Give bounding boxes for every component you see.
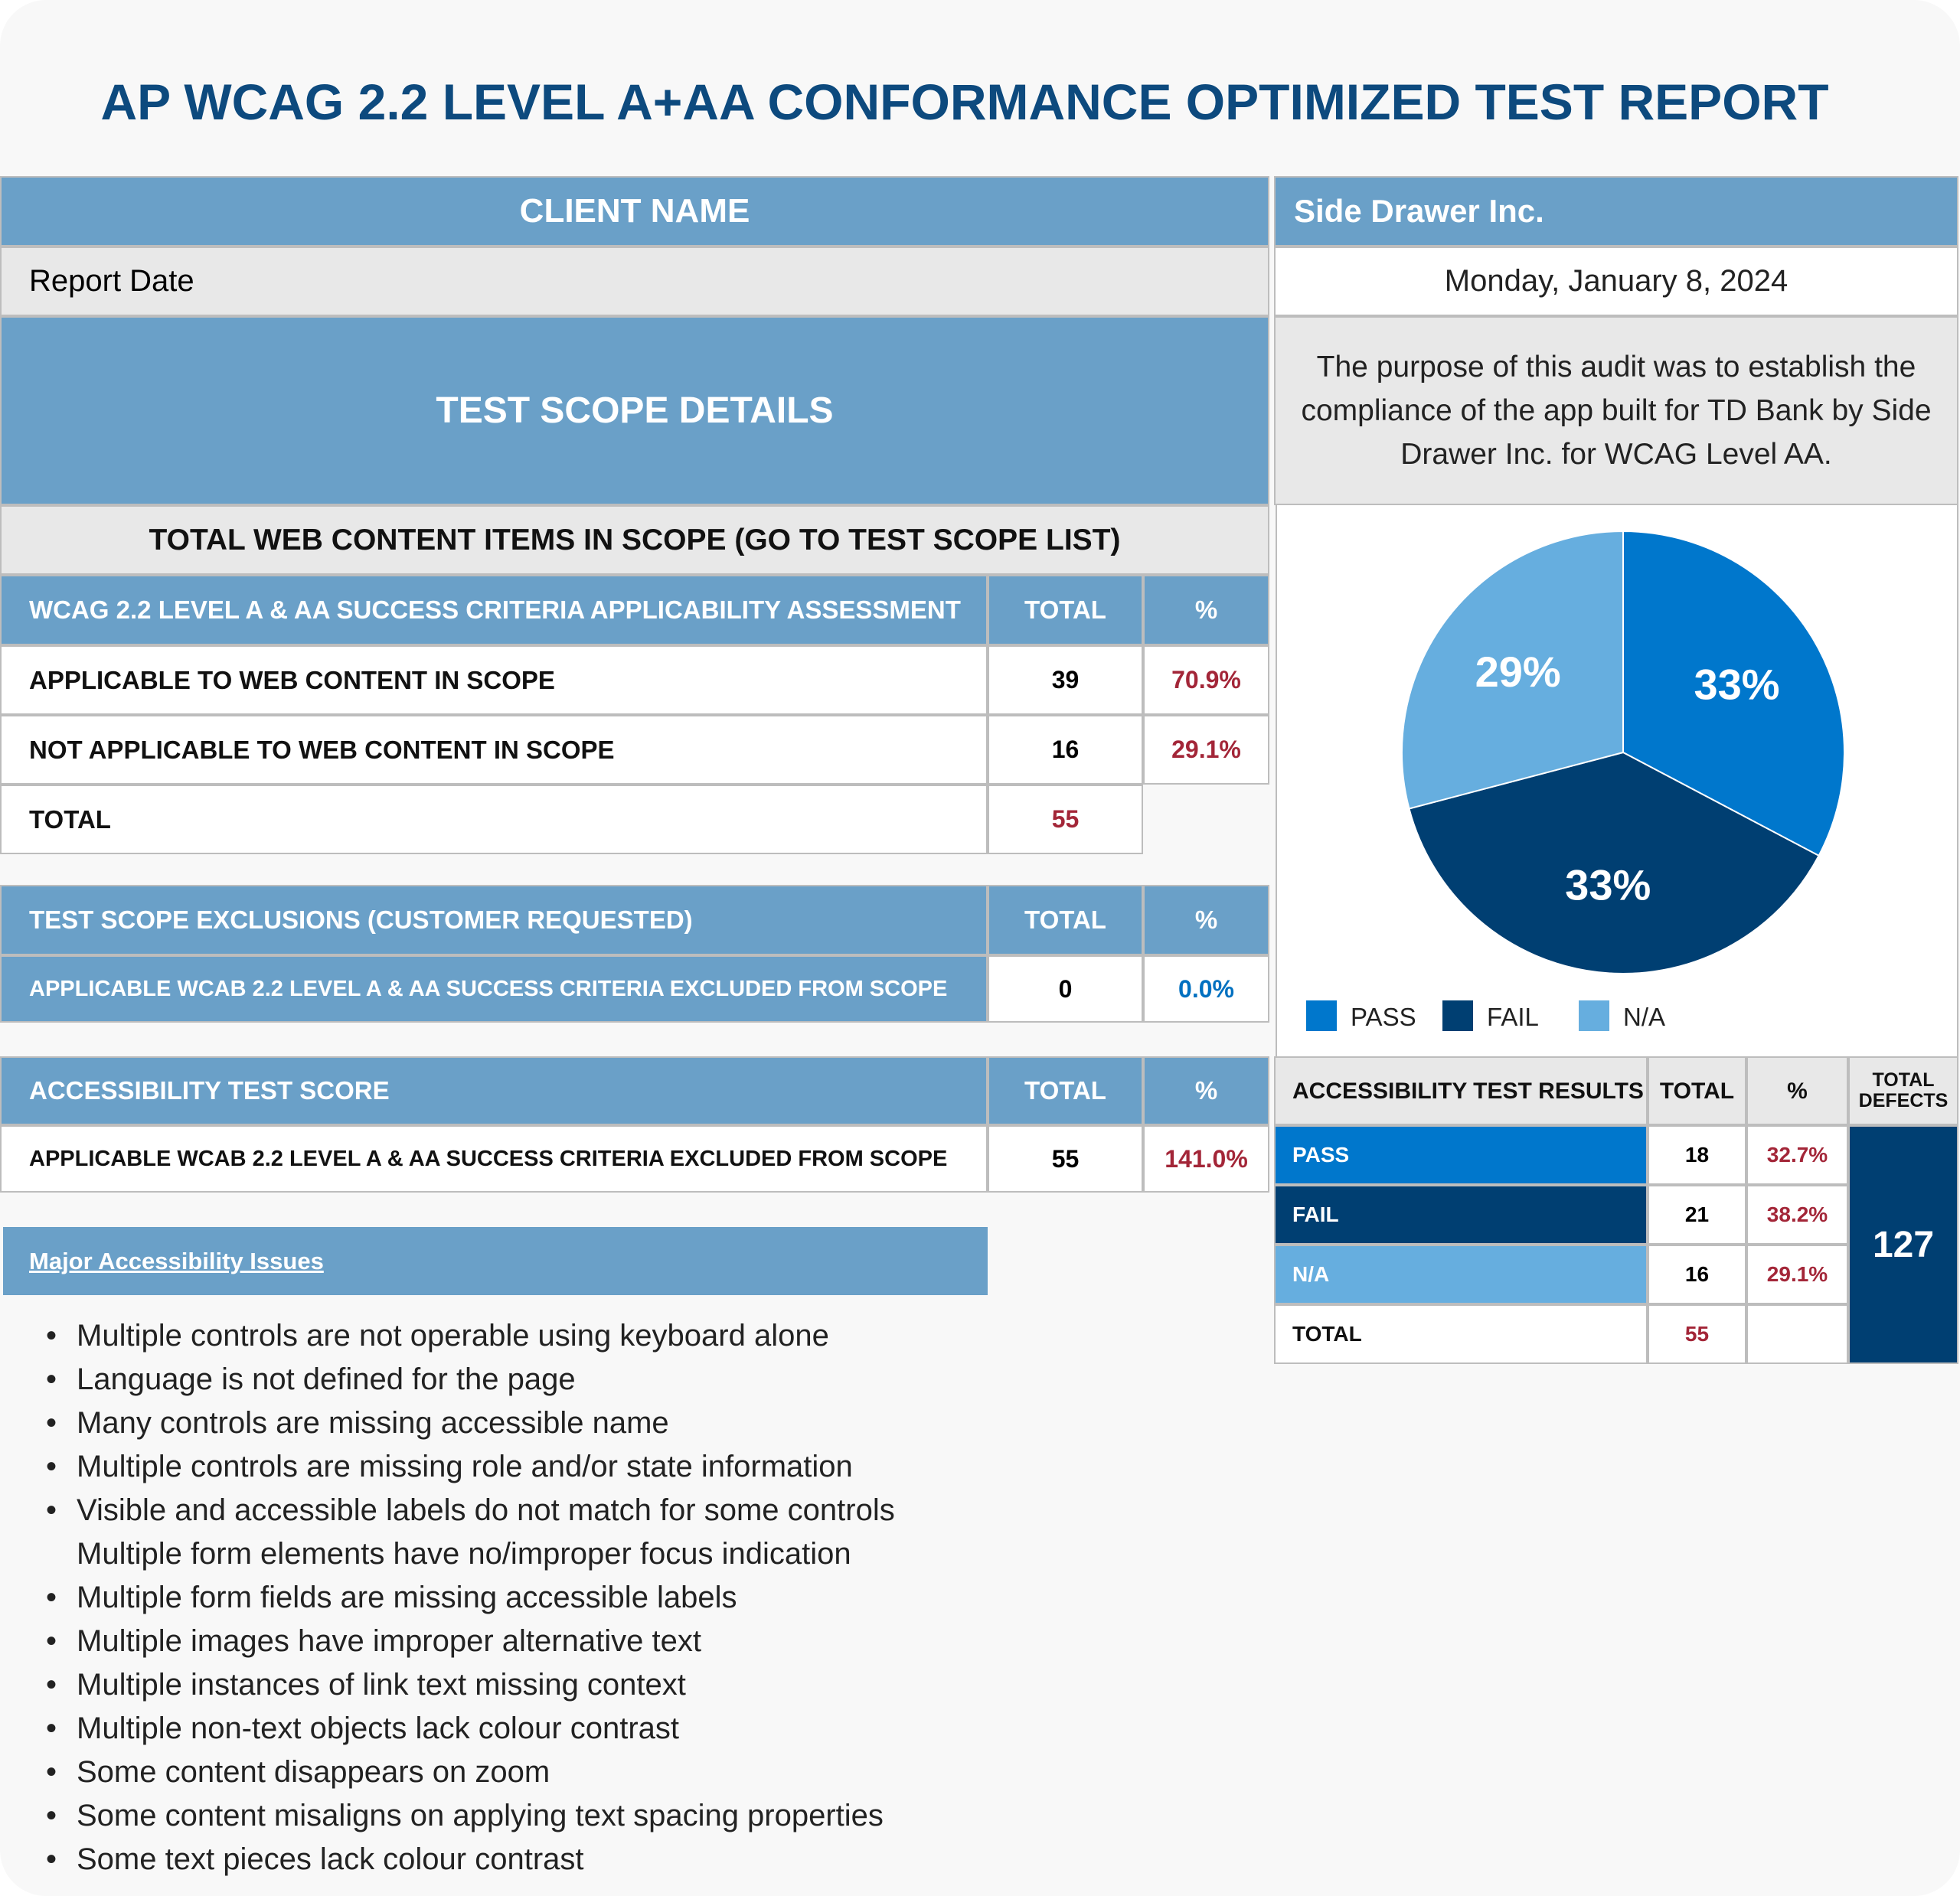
- applicability-row-1-col-0: NOT APPLICABLE TO WEB CONTENT IN SCOPE: [0, 715, 988, 785]
- score-header-1: TOTAL: [988, 1056, 1143, 1125]
- pie-label: 33%: [1565, 860, 1651, 909]
- issue-item: Many controls are missing accessible nam…: [46, 1402, 895, 1445]
- client-name-label: CLIENT NAME: [0, 176, 1269, 246]
- issue-item: Language is not defined for the page: [46, 1358, 895, 1402]
- report-date-value: Monday, January 8, 2024: [1274, 246, 1958, 316]
- pie-label: 33%: [1694, 660, 1779, 708]
- score-row-0-col-0: APPLICABLE WCAB 2.2 LEVEL A & AA SUCCESS…: [0, 1125, 988, 1193]
- report-date-label: Report Date: [0, 246, 1269, 316]
- results-header-2: %: [1746, 1056, 1848, 1125]
- issue-item: Some content misaligns on applying text …: [46, 1794, 895, 1838]
- major-issues-title: Major Accessibility Issues: [29, 1247, 324, 1274]
- pie-chart: 33% PASS 33% FAIL 29% N/A: [1306, 530, 1845, 1031]
- exclusions-row-0-col-2: 0.0%: [1143, 955, 1269, 1023]
- results-row-3-col-2: [1746, 1304, 1848, 1364]
- applicability-header-0: WCAG 2.2 LEVEL A & AA SUCCESS CRITERIA A…: [0, 575, 988, 645]
- pie-label: 29%: [1475, 648, 1561, 696]
- client-name-value: Side Drawer Inc.: [1274, 176, 1958, 246]
- results-header-1: TOTAL: [1648, 1056, 1746, 1125]
- issue-item: Multiple controls are not operable using…: [46, 1314, 895, 1358]
- applicability-row-2-col-0: TOTAL: [0, 785, 988, 854]
- chart-panel: 33% PASS 33% FAIL 29% N/A: [1276, 505, 1958, 1056]
- audit-purpose: The purpose of this audit was to establi…: [1274, 316, 1958, 505]
- legend-label: N/A: [1623, 1003, 1665, 1031]
- issue-item: Multiple instances of link text missing …: [46, 1663, 895, 1707]
- results-row-3-col-1: 55: [1648, 1304, 1746, 1364]
- results-row-0-col-2: 32.7%: [1746, 1125, 1848, 1185]
- applicability-row-0-col-2: 70.9%: [1143, 645, 1269, 715]
- total-items-link[interactable]: TOTAL WEB CONTENT ITEMS IN SCOPE (GO TO …: [0, 505, 1269, 575]
- applicability-header-2: %: [1143, 575, 1269, 645]
- legend-swatch: [1442, 1000, 1473, 1031]
- issue-item: Multiple controls are missing role and/o…: [46, 1445, 895, 1489]
- issue-item: Multiple non-text objects lack colour co…: [46, 1707, 895, 1751]
- results-header-3: TOTAL DEFECTS: [1848, 1056, 1958, 1125]
- issue-item: Multiple images have improper alternativ…: [46, 1620, 895, 1663]
- major-issues-heading: Major Accessibility Issues: [3, 1227, 988, 1295]
- results-row-2-col-1: 16: [1648, 1245, 1746, 1304]
- legend-label: FAIL: [1487, 1003, 1539, 1031]
- exclusions-row-0-col-1: 0: [988, 955, 1143, 1023]
- issue-item: Some text pieces lack colour contrast: [46, 1838, 895, 1881]
- results-row-0-col-0: PASS: [1274, 1125, 1648, 1185]
- pie-slice-pass: [1622, 530, 1845, 857]
- results-row-0-col-1: 18: [1648, 1125, 1746, 1185]
- results-row-2-col-0: N/A: [1274, 1245, 1648, 1304]
- results-row-2-col-2: 29.1%: [1746, 1245, 1848, 1304]
- score-row-0-col-2: 141.0%: [1143, 1125, 1269, 1193]
- results-row-3-col-0: TOTAL: [1274, 1304, 1648, 1364]
- applicability-row-0-col-0: APPLICABLE TO WEB CONTENT IN SCOPE: [0, 645, 988, 715]
- issue-item: Multiple form fields are missing accessi…: [46, 1576, 895, 1620]
- issue-item: Visible and accessible labels do not mat…: [46, 1489, 895, 1576]
- applicability-row-2-col-1: 55: [988, 785, 1143, 854]
- total-defects-value: 127: [1848, 1125, 1958, 1364]
- score-header-2: %: [1143, 1056, 1269, 1125]
- test-scope-details-heading: TEST SCOPE DETAILS: [0, 316, 1269, 505]
- results-row-1-col-2: 38.2%: [1746, 1185, 1848, 1245]
- results-row-1-col-1: 21: [1648, 1185, 1746, 1245]
- applicability-header-1: TOTAL: [988, 575, 1143, 645]
- page-title: AP WCAG 2.2 LEVEL A+AA CONFORMANCE OPTIM…: [100, 73, 1829, 130]
- exclusions-header-1: TOTAL: [988, 885, 1143, 955]
- issue-item: Some content disappears on zoom: [46, 1751, 895, 1794]
- applicability-row-0-col-1: 39: [988, 645, 1143, 715]
- legend-swatch: [1306, 1000, 1337, 1031]
- pie-slice-fail: [1408, 751, 1820, 974]
- exclusions-row-0-col-0: APPLICABLE WCAB 2.2 LEVEL A & AA SUCCESS…: [0, 955, 988, 1023]
- results-row-1-col-0: FAIL: [1274, 1185, 1648, 1245]
- issues-list: Multiple controls are not operable using…: [46, 1314, 895, 1881]
- applicability-row-1-col-1: 16: [988, 715, 1143, 785]
- exclusions-header-0: TEST SCOPE EXCLUSIONS (CUSTOMER REQUESTE…: [0, 885, 988, 955]
- applicability-row-1-col-2: 29.1%: [1143, 715, 1269, 785]
- score-header-0: ACCESSIBILITY TEST SCORE: [0, 1056, 988, 1125]
- results-header-0: ACCESSIBILITY TEST RESULTS: [1274, 1056, 1648, 1125]
- score-row-0-col-1: 55: [988, 1125, 1143, 1193]
- legend-label: PASS: [1351, 1003, 1416, 1031]
- pie-slice-na: [1401, 530, 1624, 810]
- legend-swatch: [1579, 1000, 1609, 1031]
- exclusions-header-2: %: [1143, 885, 1269, 955]
